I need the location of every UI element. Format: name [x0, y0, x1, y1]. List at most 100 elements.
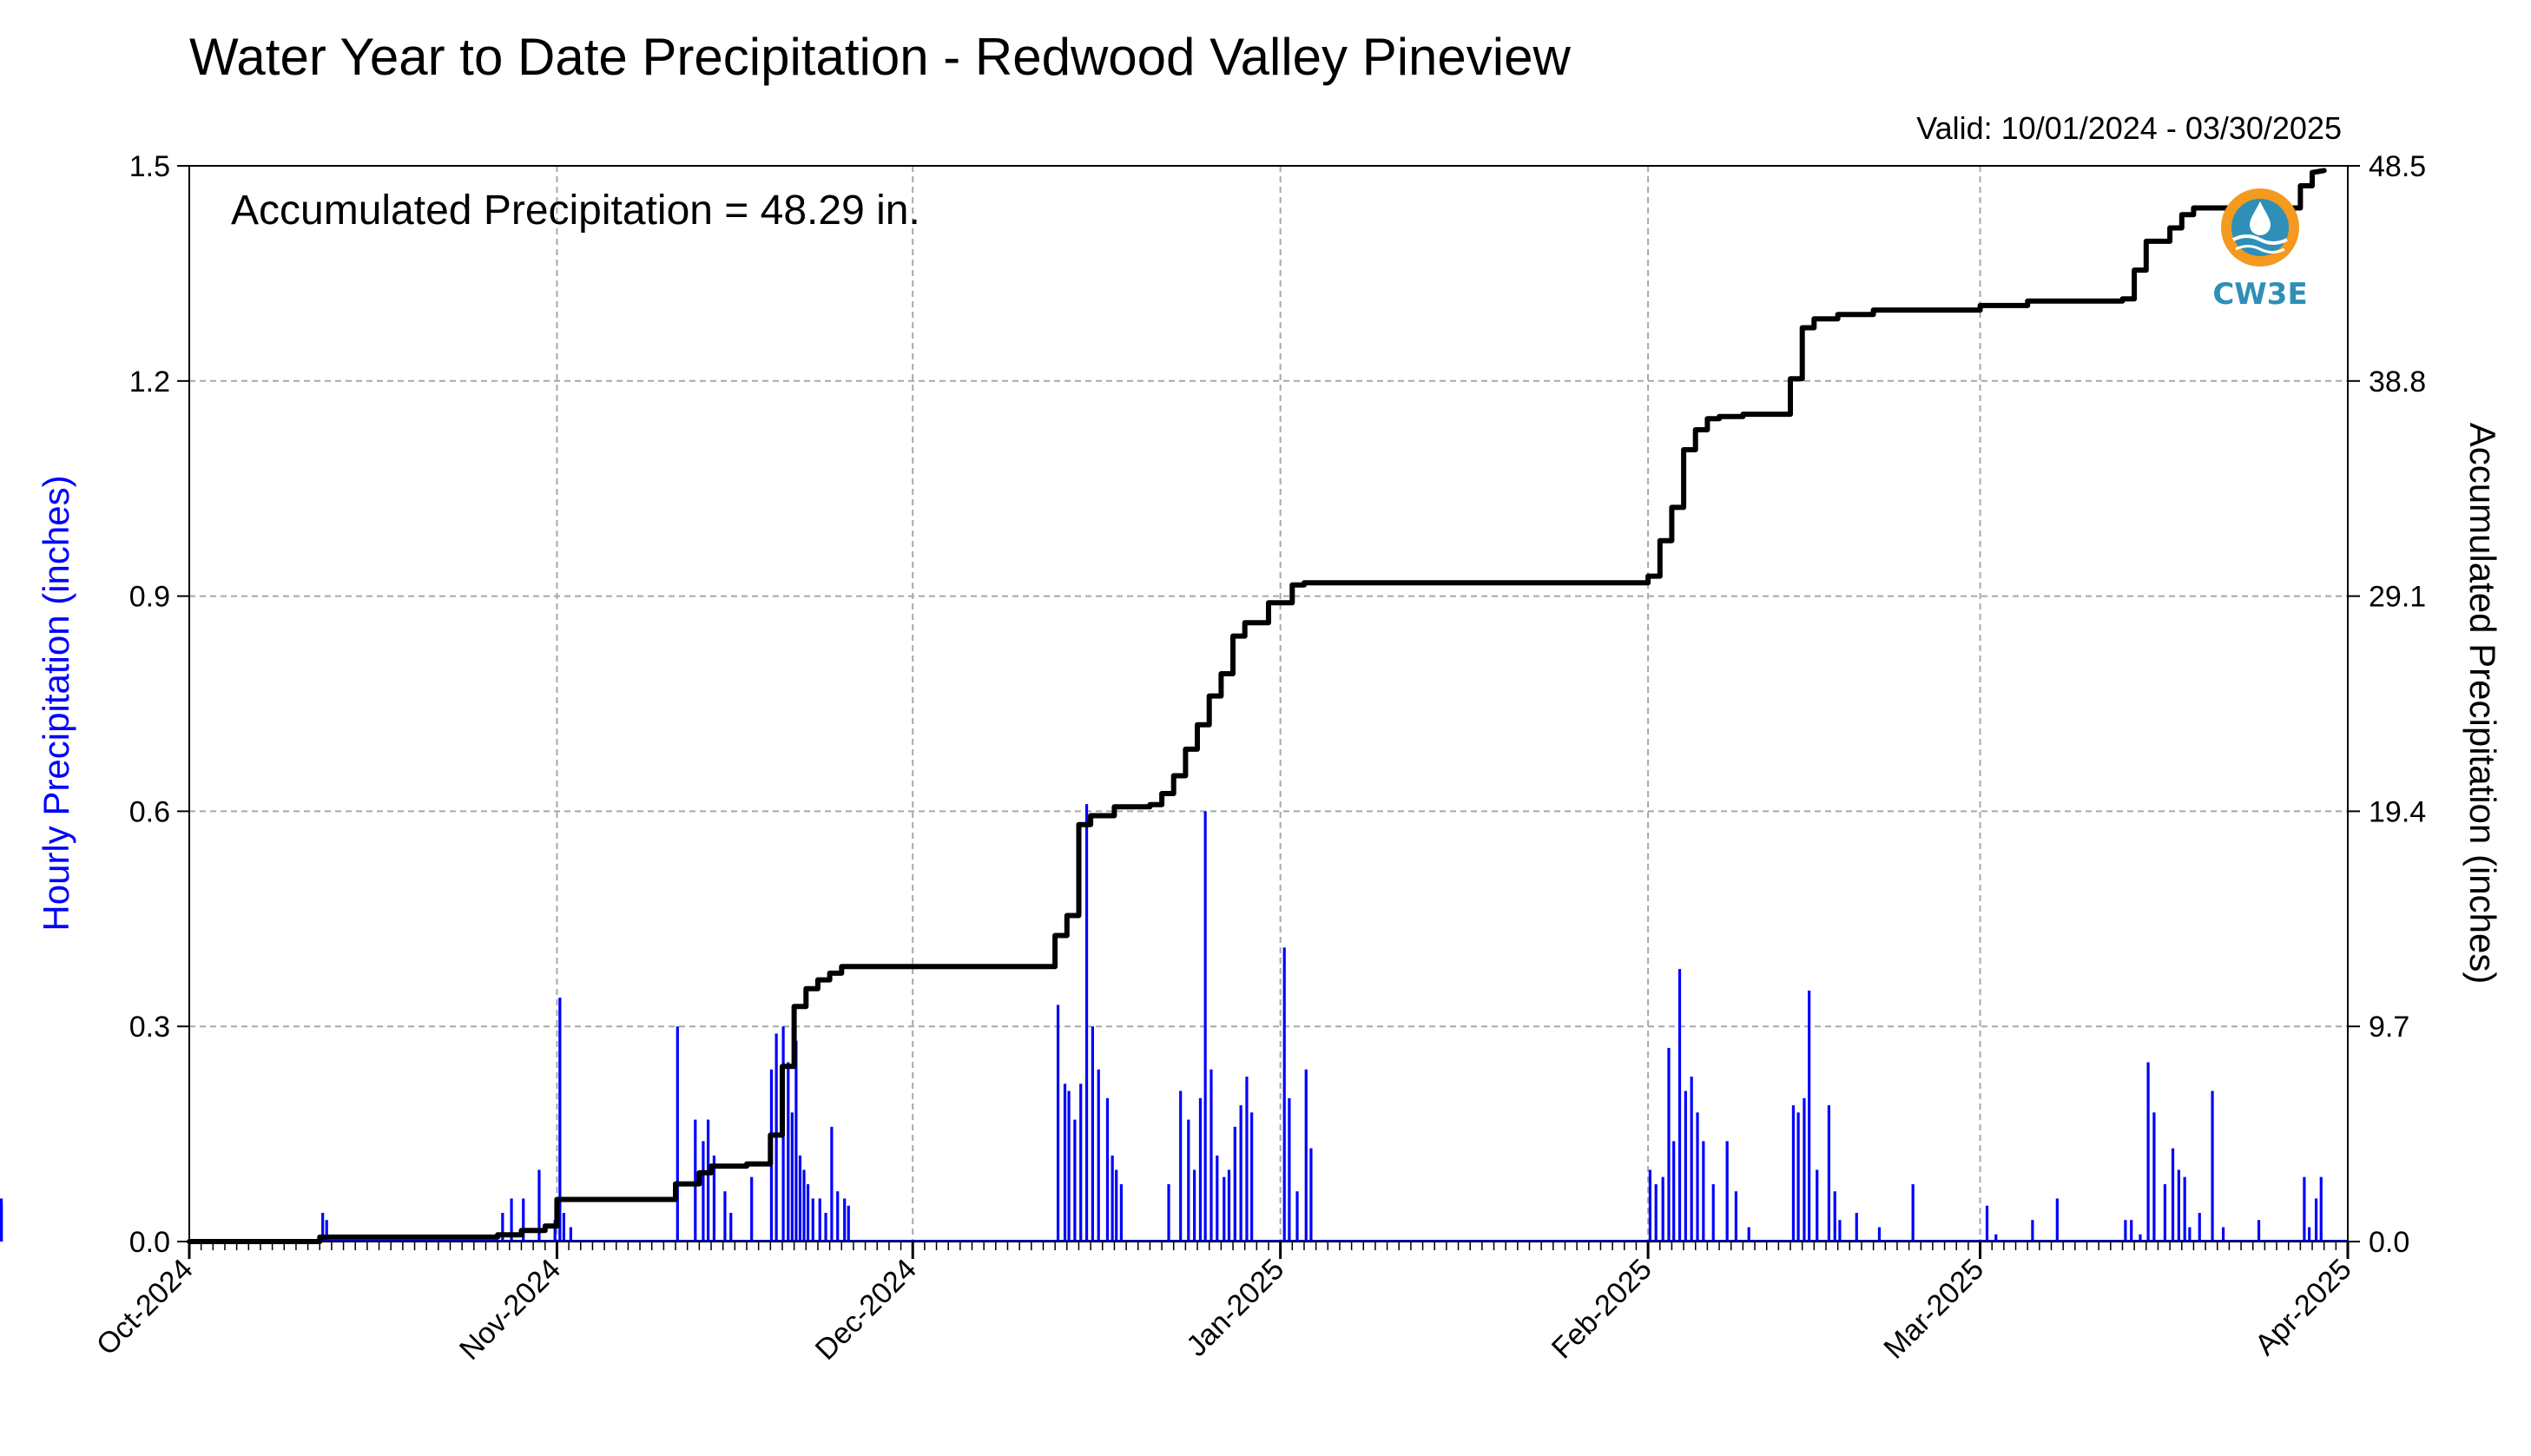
hourly-bar	[558, 998, 562, 1242]
y-axis-left-label: Hourly Precipitation (inches)	[36, 475, 76, 931]
hourly-bar	[1227, 1169, 1231, 1242]
hourly-bar	[2314, 1198, 2318, 1242]
hourly-bar	[787, 1062, 790, 1242]
hourly-bar	[2163, 1183, 2167, 1242]
hourly-bar	[712, 1155, 716, 1242]
chart-subtitle: Valid: 10/01/2024 - 03/30/2025	[1916, 110, 2342, 146]
hourly-bar	[501, 1212, 504, 1242]
hourly-bar	[321, 1212, 325, 1242]
hourly-bar	[1091, 1026, 1094, 1242]
hourly-bar	[1179, 1090, 1183, 1242]
hourly-bar	[1084, 804, 1089, 1242]
y-left-tick-label: 0.6	[129, 795, 170, 828]
hourly-precipitation-bars	[0, 804, 2348, 1242]
hourly-bar	[824, 1212, 827, 1242]
hourly-bar	[1985, 1205, 1989, 1242]
hourly-bar	[537, 1169, 541, 1242]
hourly-bar	[1288, 1097, 1291, 1242]
hourly-bar	[1667, 1047, 1671, 1242]
grid-lines	[189, 166, 2348, 1242]
hourly-bar	[1747, 1227, 1750, 1242]
hourly-bar	[1711, 1183, 1715, 1242]
hourly-bar	[1097, 1069, 1100, 1242]
hourly-bar	[1187, 1119, 1190, 1242]
hourly-bar	[325, 1220, 328, 1242]
hourly-bar	[1672, 1141, 1676, 1242]
hourly-bar	[1111, 1155, 1114, 1242]
y-right-tick-label: 0.0	[2369, 1226, 2409, 1259]
hourly-bar	[1648, 1169, 1651, 1242]
hourly-bar	[2308, 1227, 2311, 1242]
y-axis-left: 0.0 0.3 0.6 0.9 1.2 1.5	[129, 150, 189, 1259]
hourly-bar	[2171, 1148, 2175, 1242]
hourly-bar	[1295, 1191, 1299, 1242]
hourly-bar	[2211, 1090, 2214, 1242]
y-right-tick-label: 38.8	[2369, 366, 2426, 399]
hourly-bar	[1216, 1155, 1219, 1242]
hourly-bar	[2319, 1176, 2323, 1242]
hourly-bar	[836, 1191, 840, 1242]
hourly-bar	[2124, 1220, 2127, 1242]
hourly-bar	[1827, 1105, 1831, 1242]
hourly-bar	[1115, 1169, 1118, 1242]
hourly-bar	[1994, 1234, 1998, 1242]
y-left-tick-label: 1.5	[129, 150, 170, 183]
hourly-bar	[729, 1212, 733, 1242]
hourly-bar	[1239, 1105, 1242, 1242]
hourly-bar	[2031, 1220, 2034, 1242]
hourly-bar	[794, 1040, 798, 1242]
hourly-bar	[1223, 1176, 1226, 1242]
hourly-bar	[1282, 947, 1286, 1242]
hourly-bar	[830, 1126, 834, 1242]
hourly-bar	[2188, 1227, 2192, 1242]
hourly-bar	[1725, 1141, 1729, 1242]
cw3e-logo: CW3E	[2212, 188, 2308, 312]
x-tick-label: Jan-2025	[1180, 1253, 1290, 1363]
x-axis: Oct-2024 Nov-2024 Dec-2024 Jan-2025 Feb-2025…	[90, 1242, 2358, 1367]
hourly-bar	[1696, 1112, 1699, 1242]
x-tick-label: Dec-2024	[809, 1253, 923, 1367]
x-tick-label: Apr-2025	[2249, 1253, 2358, 1362]
hourly-bar	[1193, 1169, 1196, 1242]
hourly-bar	[1309, 1148, 1313, 1242]
hourly-bar	[2198, 1212, 2201, 1242]
logo-wave-icon	[2232, 234, 2288, 245]
x-tick-label: Oct-2024	[90, 1253, 200, 1362]
hourly-bar	[1803, 1097, 1806, 1242]
hourly-bar	[843, 1198, 847, 1242]
hourly-bar	[510, 1198, 513, 1242]
y-right-tick-label: 29.1	[2369, 581, 2426, 614]
hourly-bar	[702, 1141, 705, 1242]
hourly-bar	[569, 1227, 572, 1242]
hourly-bar	[694, 1119, 697, 1242]
hourly-bar	[798, 1155, 802, 1242]
hourly-bar	[676, 1026, 679, 1242]
hourly-bar	[802, 1169, 806, 1242]
hourly-bar	[1203, 811, 1207, 1242]
y-left-tick-label: 0.3	[129, 1011, 170, 1044]
hourly-bar	[2055, 1198, 2059, 1242]
y-left-tick-label: 0.0	[129, 1226, 170, 1259]
y-left-tick-label: 0.9	[129, 581, 170, 614]
y-right-tick-label: 48.5	[2369, 150, 2426, 183]
hourly-bar	[1233, 1126, 1236, 1242]
hourly-bar	[1056, 1005, 1060, 1242]
hourly-bar	[1209, 1069, 1213, 1242]
hourly-bar	[553, 1220, 557, 1242]
hourly-bar	[1677, 969, 1682, 1242]
logo-wave-icon-2	[2235, 245, 2285, 254]
logo-drop-icon	[2250, 201, 2271, 235]
hourly-bar	[750, 1176, 754, 1242]
hourly-bar	[0, 1205, 3, 1242]
hourly-bar	[1250, 1112, 1254, 1242]
hourly-bar	[562, 1212, 566, 1242]
hourly-bar	[1702, 1141, 1705, 1242]
hourly-bar	[1073, 1119, 1077, 1242]
hourly-bar	[818, 1198, 821, 1242]
x-tick-label: Feb-2025	[1546, 1253, 1658, 1366]
x-tick-label: Nov-2024	[453, 1253, 567, 1367]
hourly-bar	[2183, 1176, 2186, 1242]
hourly-bar	[1911, 1183, 1915, 1242]
accumulated-precipitation-line-group	[187, 168, 2327, 1244]
